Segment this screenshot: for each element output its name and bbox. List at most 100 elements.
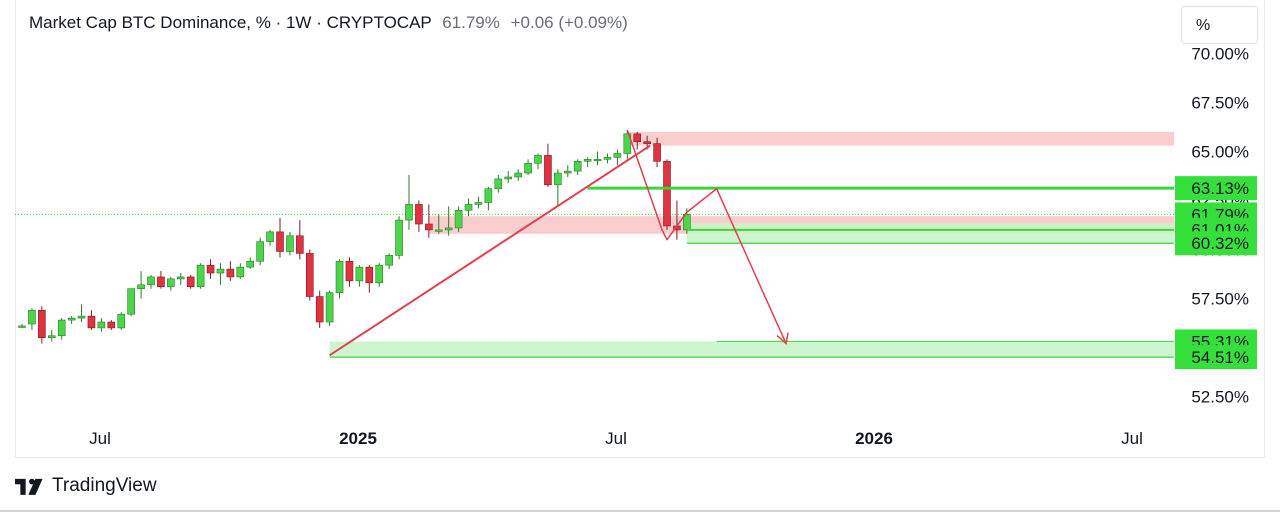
candle-body-17 [186, 276, 195, 288]
price-label-box [1175, 345, 1257, 370]
x-tick-label: Jul [605, 429, 627, 448]
candle-body-8 [97, 321, 106, 329]
symbol-title[interactable]: Market Cap BTC Dominance, % · 1W · CRYPT… [29, 13, 432, 32]
candle-body-10 [117, 313, 126, 329]
candle-body-25 [266, 231, 274, 242]
candle-body-9 [107, 321, 116, 329]
candle-body-15 [167, 278, 175, 288]
candle-body-14 [157, 276, 165, 288]
y-tick-label: 67.50% [1191, 94, 1249, 113]
percent-scale-label: % [1196, 17, 1211, 34]
candle-body-32 [335, 260, 344, 293]
candle-body-54 [554, 172, 562, 186]
y-tick-label: 70.00% [1191, 45, 1249, 64]
candle-body-11 [127, 288, 135, 315]
candle-body-33 [345, 260, 354, 282]
candle-body-23 [246, 260, 255, 268]
candle-body-35 [365, 266, 374, 284]
candle-body-1 [28, 309, 36, 325]
candle-body-20 [216, 268, 225, 274]
candle-body-4 [57, 319, 66, 337]
candle-body-57 [583, 159, 592, 162]
candle-body-27 [286, 235, 294, 252]
zone-2 [686, 223, 1174, 244]
candle-body-62 [633, 133, 642, 143]
candle-body-65 [663, 161, 671, 227]
candle-body-34 [355, 266, 364, 282]
candle-body-5 [67, 317, 76, 321]
candle-body-37 [385, 255, 393, 266]
x-tick-label: 2026 [855, 429, 893, 448]
candle-body-22 [236, 266, 245, 278]
candle-body-53 [544, 155, 552, 186]
candle-body-51 [524, 162, 532, 174]
drawing-line-3 [626, 129, 787, 344]
y-tick-label: 57.50% [1191, 290, 1249, 309]
candle-body-40 [415, 204, 423, 225]
chart-frame [15, 0, 1265, 458]
candle-body-7 [87, 315, 96, 329]
candle-body-63 [643, 141, 651, 144]
drawing-line-2 [329, 144, 651, 357]
price-label-text: 60.32% [1191, 234, 1249, 253]
candle-body-55 [563, 170, 572, 174]
candle-body-18 [196, 264, 205, 288]
chart-header: Market Cap BTC Dominance, % · 1W · CRYPT… [29, 13, 628, 33]
candle-body-64 [653, 143, 661, 162]
candle-body-58 [593, 159, 602, 162]
tradingview-logo-icon[interactable] [15, 475, 47, 497]
x-tick-label: Jul [89, 429, 111, 448]
candle-body-49 [504, 176, 513, 180]
candle-body-59 [603, 157, 612, 160]
x-tick-label: Jul [1121, 429, 1143, 448]
candle-body-52 [534, 155, 542, 164]
candle-body-6 [77, 315, 86, 319]
price-label-box [1175, 231, 1257, 256]
candle-body-26 [276, 231, 284, 252]
candle-body-19 [206, 264, 215, 274]
x-tick-label: 2025 [339, 429, 377, 448]
price-label-text: 63.13% [1191, 179, 1249, 198]
price-label-text: 54.51% [1191, 348, 1249, 367]
candle-body-43 [444, 227, 453, 231]
candle-body-39 [405, 204, 413, 221]
candle-body-0 [18, 325, 26, 328]
candle-body-30 [315, 296, 324, 323]
zone-0 [627, 131, 1174, 146]
candle-body-38 [395, 219, 403, 256]
y-tick-label: 65.00% [1191, 143, 1249, 162]
candle-body-56 [573, 161, 582, 172]
percent-scale-button[interactable]: % [1181, 6, 1258, 44]
candle-body-50 [514, 172, 522, 178]
candle-body-61 [623, 133, 632, 154]
candle-body-60 [613, 153, 622, 158]
price-label-box [1175, 176, 1257, 201]
candle-body-41 [425, 223, 433, 231]
candle-body-24 [256, 241, 264, 262]
y-tick-label: 52.50% [1191, 388, 1249, 407]
candle-body-44 [454, 210, 463, 229]
candle-body-42 [434, 229, 443, 232]
candle-body-16 [176, 276, 185, 280]
candle-body-21 [226, 268, 235, 278]
last-value: 61.79% [442, 13, 500, 32]
arrow-head [776, 332, 789, 346]
candle-body-36 [375, 264, 384, 284]
tradingview-brand[interactable]: TradingView [52, 475, 157, 496]
footer: TradingView [15, 475, 157, 497]
candle-body-29 [305, 253, 314, 297]
candle-body-28 [296, 235, 304, 254]
candle-body-2 [38, 309, 46, 339]
candle-body-13 [147, 276, 155, 286]
bottom-divider [0, 510, 1280, 512]
candle-body-48 [494, 178, 503, 190]
candle-body-45 [464, 204, 473, 211]
change-value: +0.06 (+0.09%) [510, 13, 628, 32]
candle-body-46 [474, 202, 483, 205]
candle-body-3 [47, 335, 56, 338]
candle-body-47 [484, 188, 493, 203]
candle-body-12 [137, 284, 145, 289]
zone-3 [329, 341, 1174, 358]
candle-body-31 [325, 292, 334, 323]
